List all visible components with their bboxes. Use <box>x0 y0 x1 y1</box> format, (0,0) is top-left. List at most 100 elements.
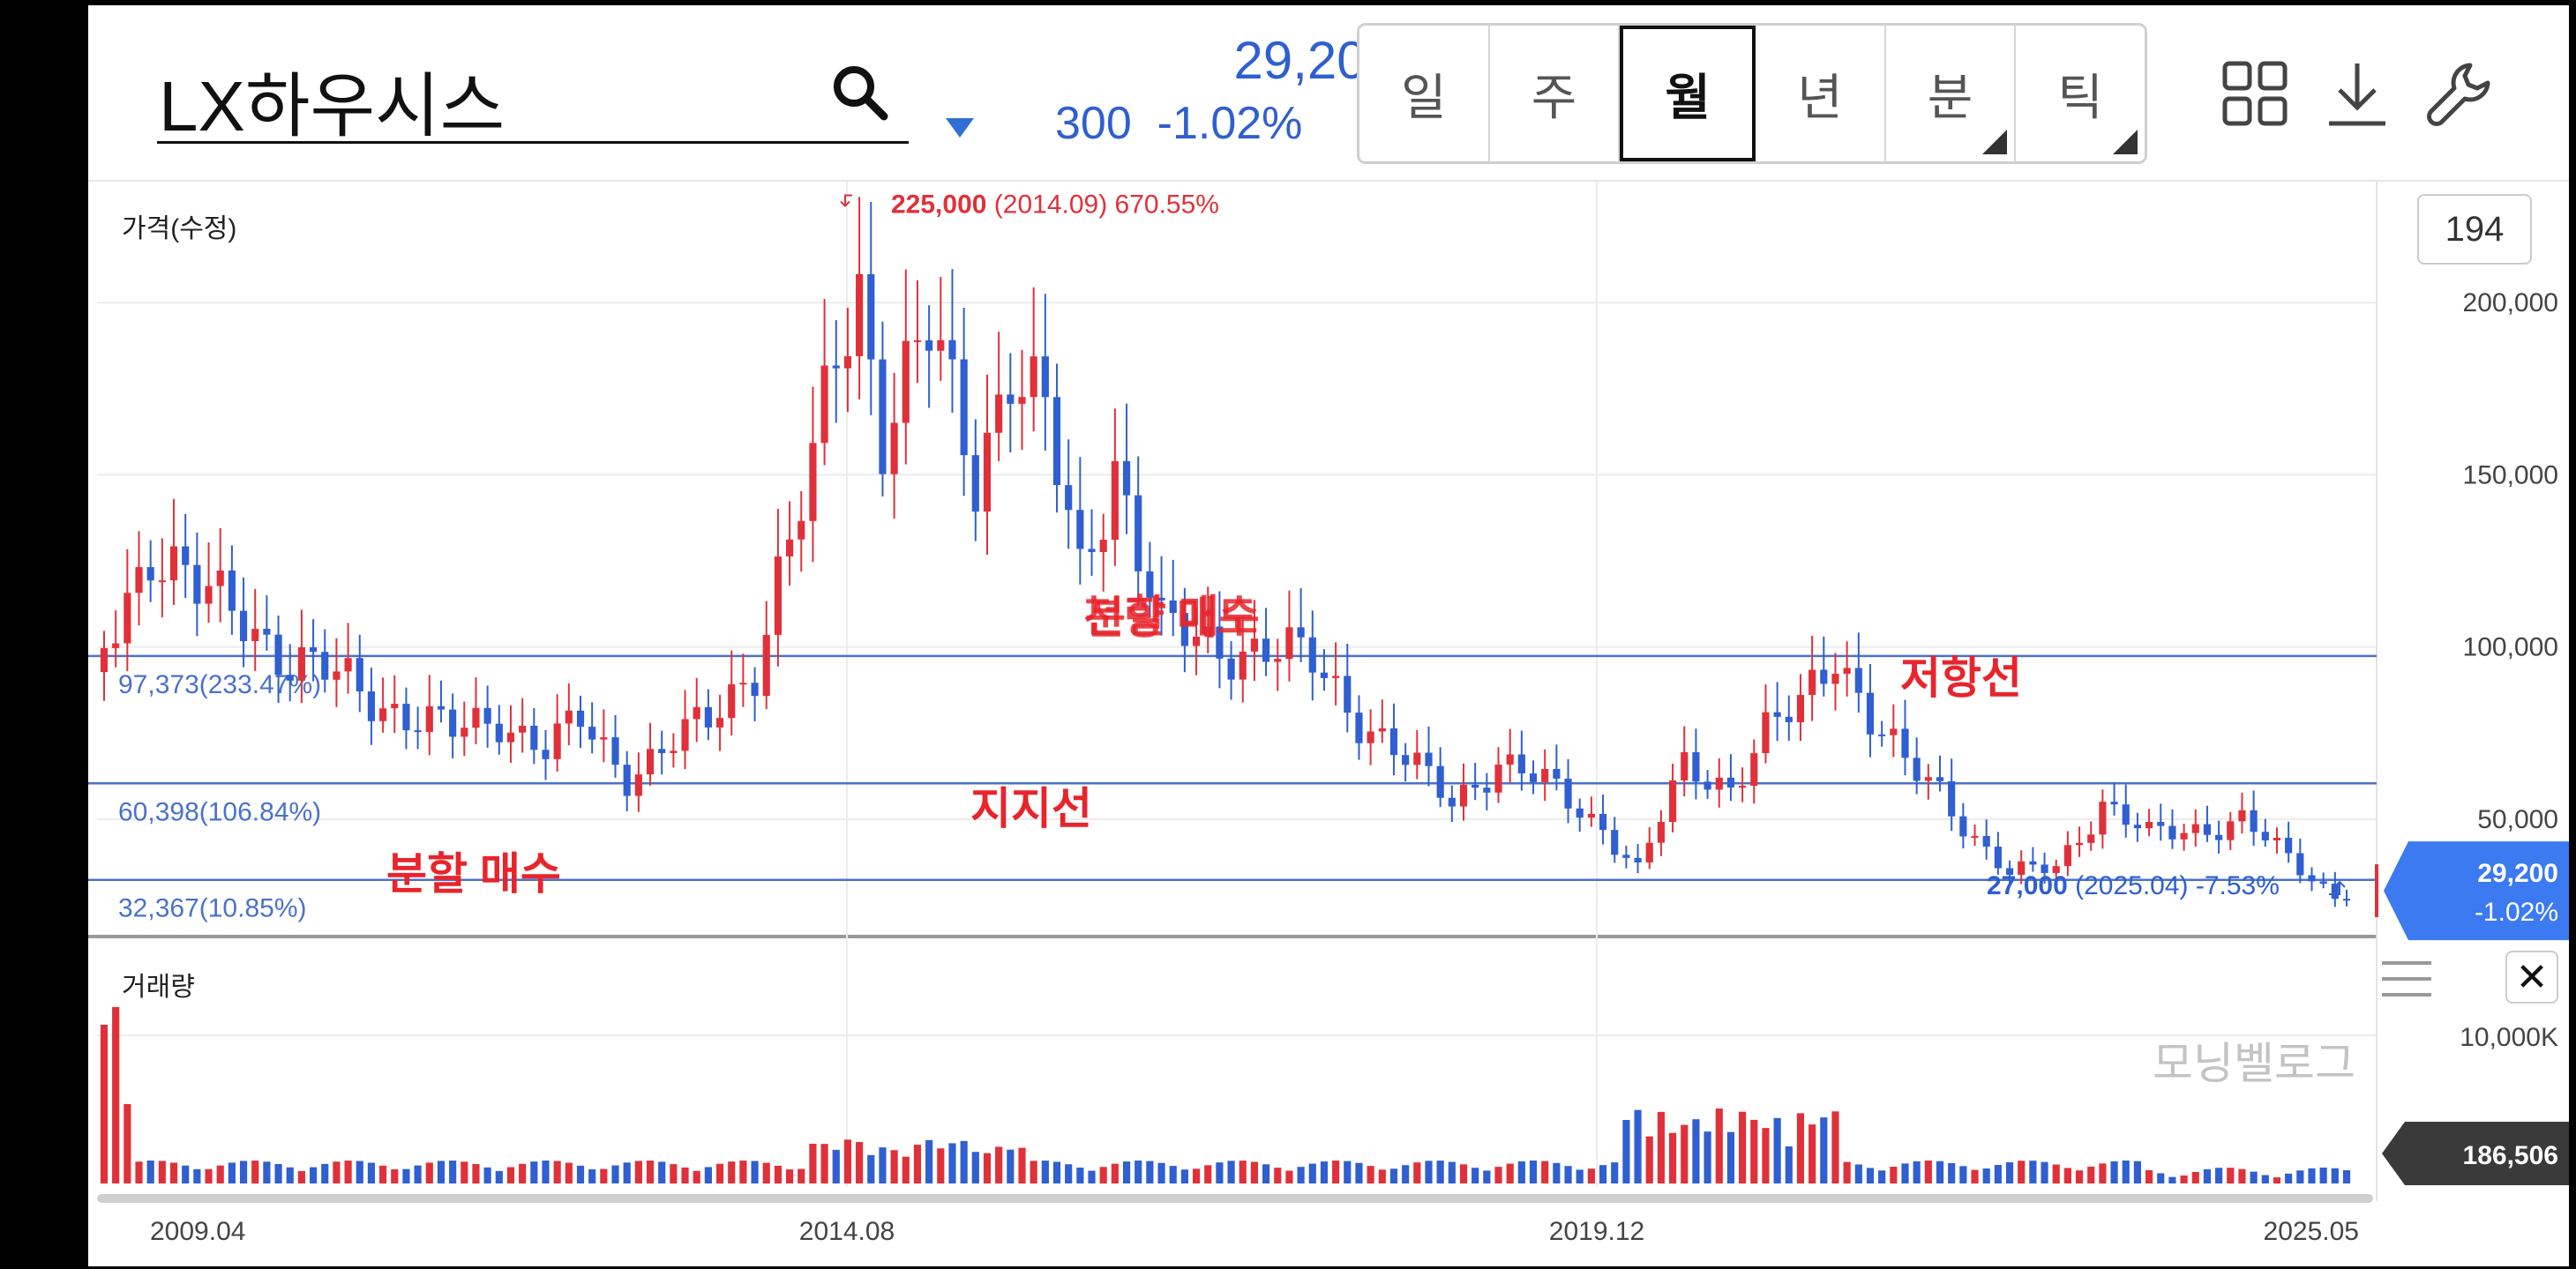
scale-count-button[interactable]: 194 <box>2417 194 2532 265</box>
volume-bar <box>1169 1166 1177 1183</box>
candle-body <box>565 710 573 724</box>
volume-bar <box>995 1146 1003 1183</box>
candle-body <box>1576 808 1584 818</box>
candle-body <box>2285 838 2293 854</box>
volume-bar <box>2005 1161 2014 1183</box>
volume-bar <box>472 1164 480 1183</box>
stock-name-input[interactable]: LX하우시스 <box>159 67 505 146</box>
volume-bar <box>2191 1171 2199 1183</box>
volume-bar <box>1541 1161 1549 1183</box>
candle-body <box>728 683 736 719</box>
candle-body <box>519 725 527 733</box>
volume-bar <box>1971 1169 1979 1183</box>
volume-bar <box>135 1161 143 1183</box>
horizontal-line-label: 60,398(106.84%) <box>118 797 321 826</box>
low-marker-label: 27,000 (2025.04) -7.53% <box>1987 871 2280 900</box>
candle-body <box>1169 600 1177 614</box>
annotation-resistance: 저항선 <box>1900 653 2022 703</box>
candle-body <box>1494 764 1502 793</box>
wrench-settings-icon[interactable] <box>2424 58 2495 129</box>
volume-bar <box>542 1161 550 1183</box>
period-year-button[interactable]: 년 <box>1756 26 1886 161</box>
volume-bar <box>1471 1168 1479 1183</box>
candle-body <box>274 634 282 676</box>
volume-bar <box>1413 1162 1421 1183</box>
period-minute-label: 분 <box>1927 69 1973 125</box>
candle-body <box>205 586 213 604</box>
menu-icon[interactable] <box>2380 959 2433 998</box>
volume-bar <box>1517 1161 1525 1183</box>
volume-bar <box>1308 1163 1316 1183</box>
candle-body <box>1959 816 1967 837</box>
candle-body <box>1204 626 1212 637</box>
period-week-button[interactable]: 주 <box>1489 26 1621 161</box>
candle-body <box>948 340 956 360</box>
volume-bar <box>1866 1168 1875 1183</box>
candle-body <box>1901 728 1909 758</box>
candle-body <box>1704 781 1711 790</box>
close-volume-panel-button[interactable]: ✕ <box>2505 951 2558 1004</box>
volume-bar <box>1227 1161 1235 1183</box>
candle-body <box>1587 813 1595 818</box>
candle-body <box>1216 626 1224 659</box>
candle-body <box>983 432 992 512</box>
period-week-label: 주 <box>1531 69 1577 125</box>
candle-body <box>623 765 631 796</box>
volume-bar <box>1739 1111 1747 1183</box>
volume-bar <box>1180 1169 1188 1183</box>
candle-body <box>2041 864 2048 873</box>
volume-bar <box>1668 1132 1677 1183</box>
candle-body <box>1808 669 1816 696</box>
period-day-button[interactable]: 일 <box>1359 26 1490 161</box>
candle-body <box>124 593 131 644</box>
volume-bar <box>1099 1167 1107 1183</box>
candle-body <box>1854 668 1862 693</box>
annotation-split-buy: 분할 매수 <box>386 849 561 899</box>
price-dropdown-icon[interactable] <box>946 118 974 138</box>
volume-bar <box>402 1168 410 1183</box>
volume-bar <box>762 1162 770 1183</box>
volume-bar <box>1088 1170 1096 1183</box>
volume-bar <box>1936 1161 1944 1183</box>
candle-body <box>1030 356 1037 398</box>
volume-bar <box>843 1139 852 1183</box>
price-chart[interactable]: 200,000 150,000 100,000 50,000 2009.04 2014.0… <box>88 5 2569 1266</box>
candle-body <box>1007 394 1015 404</box>
candle-body <box>658 749 666 753</box>
period-minute-button[interactable]: 분 <box>1885 26 2017 161</box>
x-tick-label: 2019.12 <box>1549 1217 1644 1246</box>
candle-body <box>1297 627 1305 638</box>
period-tick-button[interactable]: 틱 <box>2016 26 2145 161</box>
volume-bar <box>728 1161 736 1183</box>
volume-bar <box>1122 1161 1131 1183</box>
volume-bar <box>1134 1161 1142 1183</box>
candle-body <box>1413 752 1421 765</box>
volume-bar <box>2180 1175 2188 1183</box>
volume-bar <box>506 1167 515 1183</box>
candle-body <box>2215 834 2223 840</box>
x-tick-label: 2009.04 <box>150 1217 245 1246</box>
download-icon[interactable] <box>2322 58 2393 129</box>
volume-bar <box>367 1162 376 1183</box>
volume-bar <box>309 1167 318 1183</box>
candle-body <box>1378 728 1386 732</box>
volume-bar <box>158 1161 166 1183</box>
volume-bar <box>913 1145 922 1183</box>
candle-body <box>402 704 410 731</box>
candle-body <box>681 719 689 751</box>
volume-bar <box>611 1165 619 1183</box>
candle-body <box>1041 356 1049 398</box>
search-icon[interactable] <box>829 62 891 123</box>
period-month-button[interactable]: 월 <box>1620 26 1756 161</box>
volume-panel-label: 거래량 <box>122 973 195 1002</box>
candle-body <box>1726 777 1735 788</box>
volume-bar <box>1645 1136 1653 1183</box>
annotation-overlap-b: 전량 매도 <box>1083 593 1258 643</box>
grid-layout-icon[interactable] <box>2220 58 2290 129</box>
volume-bar <box>1785 1146 1793 1183</box>
volume-bar <box>658 1161 666 1183</box>
candle-body <box>542 750 550 759</box>
volume-bar <box>1483 1170 1491 1183</box>
volume-bar <box>1890 1166 1898 1183</box>
tick-options-corner-icon <box>2113 130 2138 154</box>
